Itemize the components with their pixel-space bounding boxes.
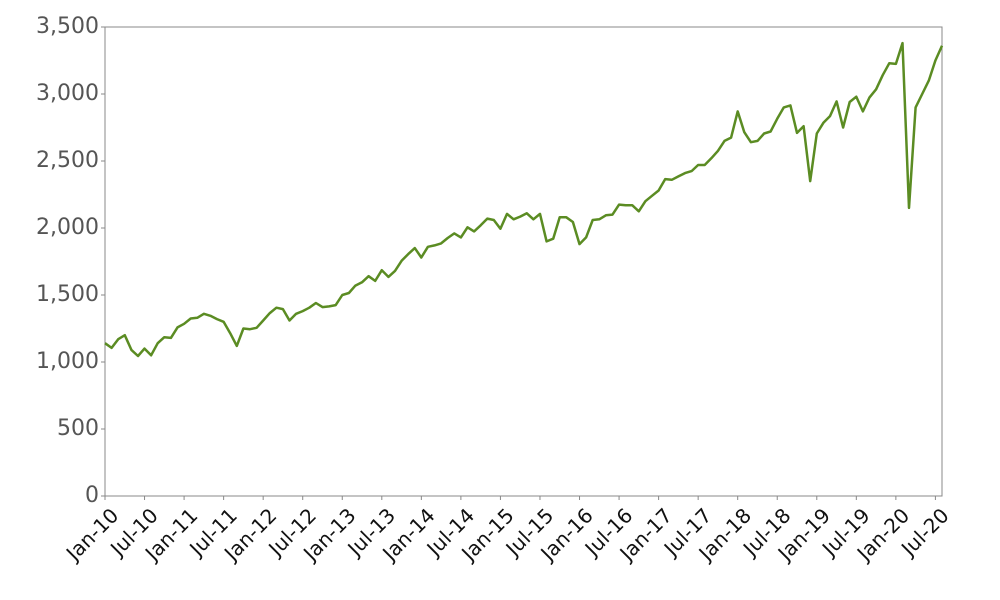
data-line — [104, 41, 944, 358]
y-tick-label: 500 — [57, 416, 99, 441]
y-tick-label: 3,000 — [36, 81, 99, 106]
y-tick-label: 1,000 — [36, 349, 99, 374]
y-tick-label: 1,500 — [36, 282, 99, 307]
y-tick-label: 0 — [85, 483, 99, 508]
y-tick-label: 2,500 — [36, 148, 99, 173]
plot-frame — [104, 26, 943, 497]
y-tick-label: 3,500 — [36, 14, 99, 39]
y-tick-label: 2,000 — [36, 215, 99, 240]
